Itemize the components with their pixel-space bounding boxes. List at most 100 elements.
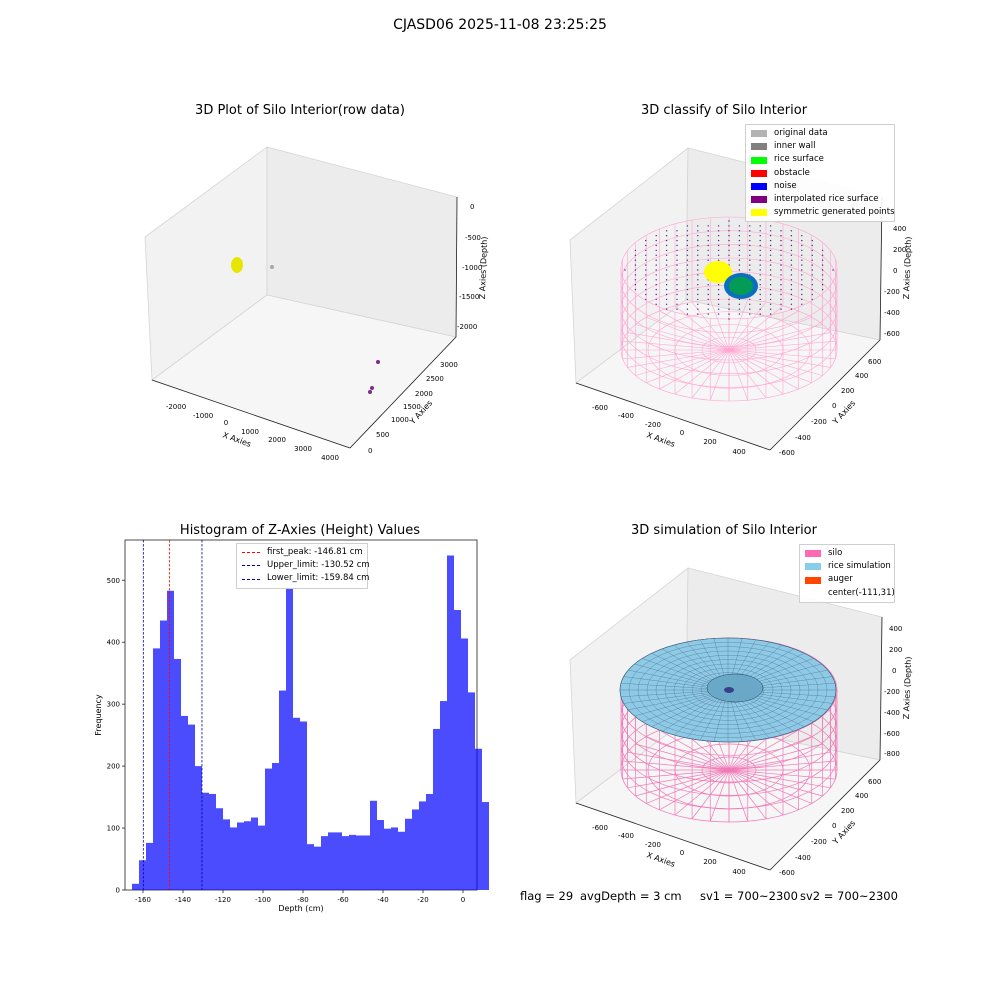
legend-label: original data xyxy=(774,128,828,138)
histogram-bar xyxy=(370,800,377,890)
panel3-legend: first_peak: -146.81 cm Upper_limit: -130.… xyxy=(236,543,370,589)
panel3-bars xyxy=(132,555,489,890)
panel2-title: 3D classify of Silo Interior xyxy=(640,103,808,118)
figure-suptitle: CJASD06 2025-11-08 23:25:25 xyxy=(393,17,607,33)
panel4-legend: silo rice simulation auger center(-111,31) xyxy=(799,544,895,603)
histogram-bar xyxy=(174,658,181,890)
panel4-ztick: -600 xyxy=(884,730,900,738)
panel3-title: Histogram of Z-Axies (Height) Values xyxy=(179,523,421,538)
legend-label: Upper_limit: -130.52 cm xyxy=(267,560,370,571)
histogram-bar xyxy=(195,766,202,890)
histogram-bar xyxy=(167,590,174,890)
legend-swatch xyxy=(242,578,260,580)
legend-label: Lower_limit: -159.84 cm xyxy=(267,573,370,584)
panel4-chart: -600 -400 -200 0 200 400 -600 -400 -200 … xyxy=(569,567,913,877)
histogram-bar xyxy=(475,748,482,890)
panel4-ytick: -600 xyxy=(779,869,795,877)
panel4-xtick: 200 xyxy=(703,858,716,866)
panel1-ztick: -1000 xyxy=(462,264,482,272)
panel3-xlabel: Depth (cm) xyxy=(278,904,323,913)
legend-swatch xyxy=(805,550,821,558)
legend-swatch xyxy=(751,196,767,204)
panel4-ytick: -200 xyxy=(811,838,827,846)
panel2-xtick: 200 xyxy=(703,438,716,446)
panel2-ytick: -400 xyxy=(795,434,811,442)
histogram-xtick: -80 xyxy=(297,896,308,904)
panel4-ztick: -200 xyxy=(884,688,900,696)
histogram-bar xyxy=(202,792,209,890)
legend-item: center(-111,31) xyxy=(805,587,895,600)
histogram-bar xyxy=(237,822,244,890)
legend-swatch xyxy=(751,209,767,217)
panel4-ztick: 200 xyxy=(889,646,902,654)
histogram-bar xyxy=(335,832,342,890)
panel4-ytick: 0 xyxy=(832,822,836,830)
histogram-bar xyxy=(328,832,335,890)
panel1-xtick: 4000 xyxy=(321,454,339,462)
panel4-rice-simulation xyxy=(619,637,837,743)
panel1-xtick: 1000 xyxy=(241,428,259,436)
panel4-depression xyxy=(706,673,764,703)
histogram-bar xyxy=(398,831,405,890)
panel2-ztick: 400 xyxy=(893,225,906,233)
panel2-ztick: 200 xyxy=(893,246,906,254)
histogram-bar xyxy=(419,801,426,890)
panel1-ztick: -2000 xyxy=(457,323,477,331)
histogram-bar xyxy=(342,836,349,890)
panel1-ztick: -1500 xyxy=(459,293,479,301)
histogram-bar xyxy=(314,846,321,890)
histogram-bar xyxy=(405,818,412,890)
panel2-ytick: -200 xyxy=(811,418,827,426)
histogram-bar xyxy=(230,827,237,890)
panel4-zlabel: Z Axies (Depth) xyxy=(902,656,913,719)
legend-item: noise xyxy=(751,180,889,193)
panel2-ytick: 0 xyxy=(832,402,836,410)
histogram-xtick: -100 xyxy=(255,896,271,904)
panel2-legend: original data inner wall rice surface obsta… xyxy=(745,124,895,223)
panel2-xtick: 400 xyxy=(732,448,745,456)
panel1-point xyxy=(368,390,372,394)
legend-label: inner wall xyxy=(774,141,816,152)
panel1-data-points xyxy=(231,257,380,394)
panel1-ytick: 2000 xyxy=(415,390,433,398)
histogram-bar xyxy=(321,836,328,890)
panel1-ytick: 0 xyxy=(368,447,372,455)
panel2-xlabel: X Axies xyxy=(645,430,676,449)
panel1-point xyxy=(270,265,274,269)
histogram-bar xyxy=(251,817,258,890)
histogram-bar xyxy=(377,820,384,890)
panel1-panes xyxy=(144,146,458,449)
panel1-point xyxy=(370,386,374,390)
legend-label: symmetric generated points xyxy=(774,207,895,218)
panel1-chart: -2000 -1000 0 1000 2000 3000 4000 0 500 … xyxy=(144,146,489,462)
panel1-ztick: 0 xyxy=(470,203,474,211)
legend-label: obstacle xyxy=(774,167,810,178)
legend-swatch xyxy=(242,565,260,567)
panel1-ztick: -500 xyxy=(465,234,481,242)
panel4-ytick: 200 xyxy=(841,807,854,815)
histogram-bar xyxy=(468,692,475,890)
panel2-ytick: 400 xyxy=(855,372,868,380)
footer-avg-depth: avgDepth = 3 cm xyxy=(580,889,682,903)
footer-sv2: sv2 = 700~2300 xyxy=(800,889,898,903)
panel4-title: 3D simulation of Silo Interior xyxy=(631,523,817,538)
footer-flag: flag = 29 xyxy=(520,889,574,903)
legend-item: inner wall xyxy=(751,140,889,153)
histogram-xtick: -20 xyxy=(417,896,428,904)
panel1-ytick: 1000 xyxy=(391,416,409,424)
histogram-xtick: 0 xyxy=(461,896,465,904)
legend-label: first_peak: -146.81 cm xyxy=(267,547,363,557)
legend-item: first_peak: -146.81 cm xyxy=(242,546,363,559)
legend-swatch xyxy=(751,169,767,177)
histogram-bar xyxy=(426,793,433,890)
panel1-ytick: 2500 xyxy=(426,375,444,383)
histogram-bar xyxy=(447,555,454,890)
panel2-ztick: -400 xyxy=(884,309,900,317)
histogram-bar xyxy=(279,690,286,890)
legend-label: interpolated rice surface xyxy=(774,194,879,205)
panel2-ztick: -200 xyxy=(884,288,900,296)
panel1-point xyxy=(376,360,380,364)
legend-item: interpolated rice surface xyxy=(751,193,889,206)
histogram-xtick: -160 xyxy=(135,896,151,904)
histogram-bar xyxy=(433,728,440,890)
